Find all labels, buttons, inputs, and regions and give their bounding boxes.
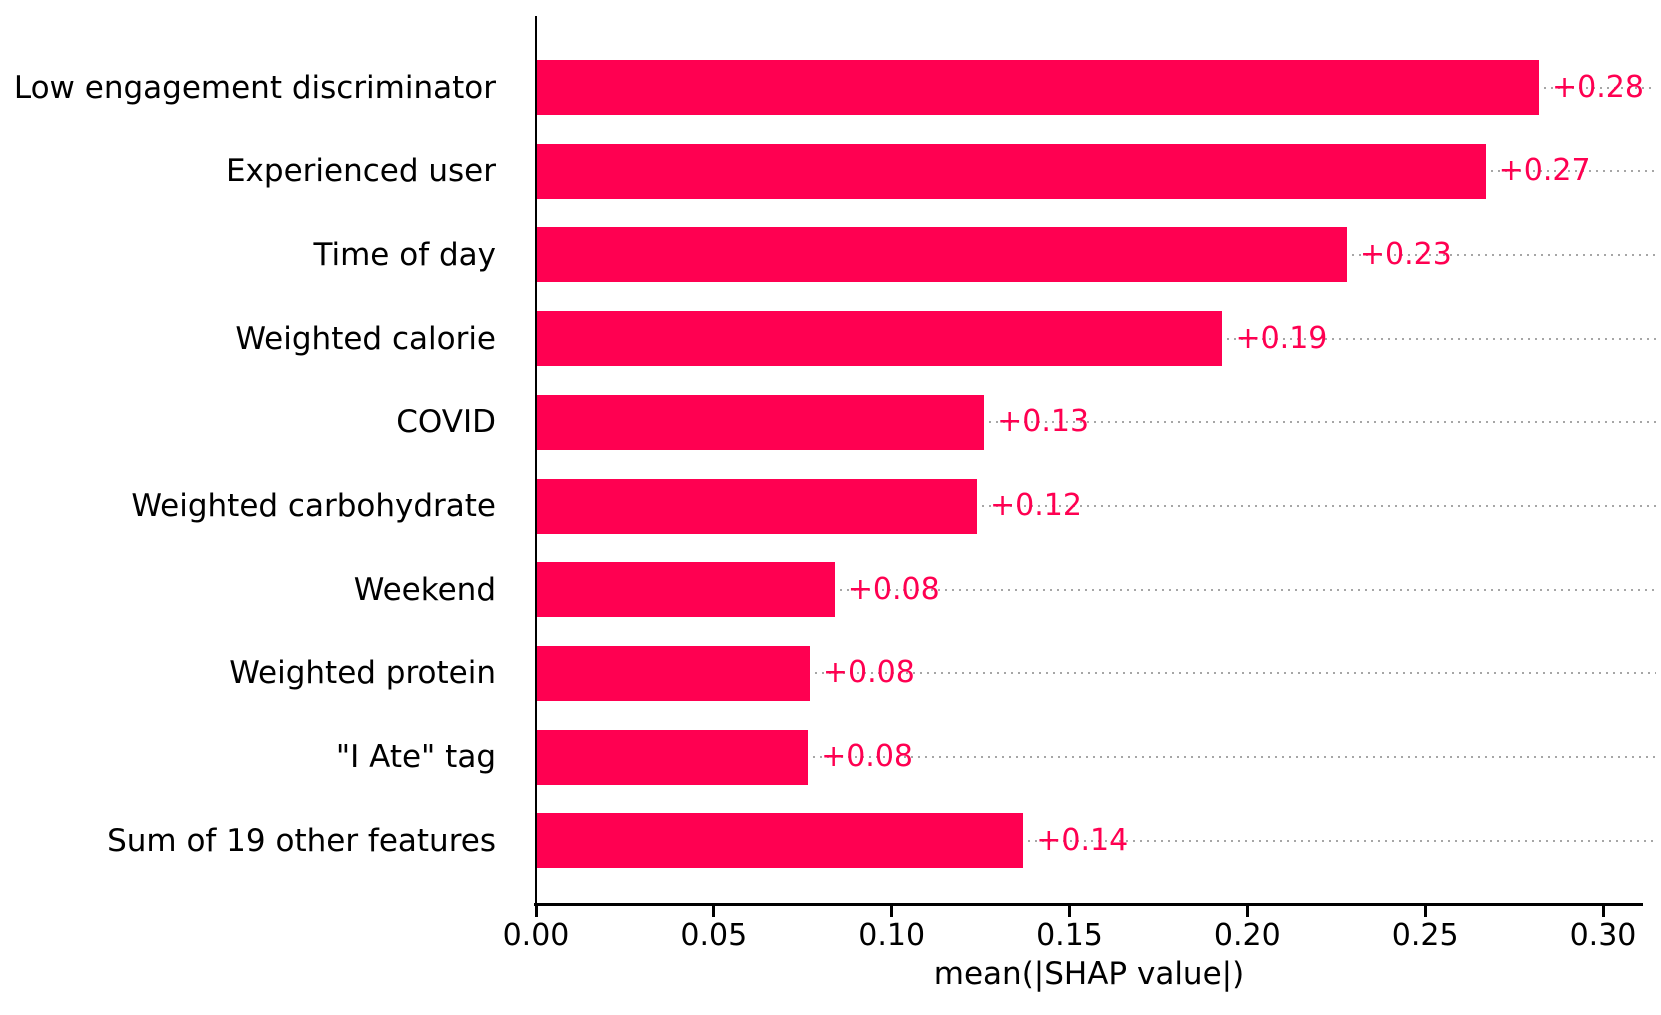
- category-label: "I Ate" tag: [335, 739, 496, 776]
- gridline: [813, 756, 1656, 759]
- x-tick-mark: [1068, 906, 1071, 917]
- x-tick-label: 0.30: [1569, 918, 1637, 953]
- category-label: Weighted protein: [229, 655, 496, 692]
- y-axis-spine: [535, 16, 537, 906]
- bar: [536, 311, 1223, 367]
- gridline: [1543, 86, 1656, 89]
- gridline: [982, 505, 1656, 507]
- gridline: [1351, 253, 1656, 256]
- x-tick-mark: [534, 906, 538, 917]
- x-tick-mark: [1423, 906, 1427, 917]
- category-label: Weekend: [353, 571, 496, 608]
- x-axis-title: mean(|SHAP value|): [933, 956, 1245, 992]
- gridline: [839, 588, 1656, 591]
- value-label: +0.14: [1036, 822, 1129, 858]
- bar: [536, 645, 810, 701]
- gridline: [1490, 170, 1656, 173]
- bar: [536, 227, 1347, 283]
- x-tick-label: 0.10: [858, 918, 926, 953]
- x-axis-line: [534, 903, 1643, 906]
- x-tick-label: 0.15: [1036, 918, 1103, 953]
- value-label: +0.08: [822, 655, 915, 691]
- bar: [536, 729, 809, 785]
- x-tick-mark: [712, 906, 716, 917]
- category-label: Weighted calorie: [235, 320, 496, 357]
- gridline: [1227, 337, 1656, 340]
- x-tick-label: 0.00: [502, 918, 570, 953]
- value-label: +0.23: [1359, 236, 1452, 272]
- bar: [536, 562, 835, 618]
- gridline: [989, 421, 1656, 424]
- x-tick-mark: [1601, 906, 1605, 917]
- category-label: Sum of 19 other features: [107, 822, 496, 859]
- value-label: +0.19: [1235, 320, 1328, 356]
- category-label: Experienced user: [225, 153, 496, 190]
- category-label: COVID: [396, 404, 496, 441]
- bar: [536, 478, 978, 534]
- x-tick-mark: [1245, 906, 1249, 917]
- value-label: +0.12: [990, 488, 1082, 523]
- x-tick-label: 0.25: [1391, 918, 1459, 953]
- x-tick-label: 0.05: [680, 918, 748, 953]
- category-label: Time of day: [313, 236, 496, 273]
- bar: [536, 60, 1539, 115]
- value-label: +0.28: [1551, 69, 1644, 105]
- value-label: +0.27: [1498, 153, 1591, 189]
- bar: [536, 143, 1486, 199]
- value-label: +0.08: [847, 571, 940, 607]
- x-tick-mark: [890, 906, 894, 917]
- gridline: [1028, 839, 1656, 842]
- value-label: +0.13: [997, 404, 1090, 440]
- x-tick-label: 0.20: [1213, 918, 1281, 953]
- value-label: +0.08: [821, 739, 914, 775]
- category-label: Weighted carbohydrate: [131, 488, 496, 524]
- category-label: Low engagement discriminator: [13, 69, 496, 106]
- gridline: [814, 672, 1656, 675]
- bar: [536, 394, 985, 450]
- bar: [536, 813, 1024, 869]
